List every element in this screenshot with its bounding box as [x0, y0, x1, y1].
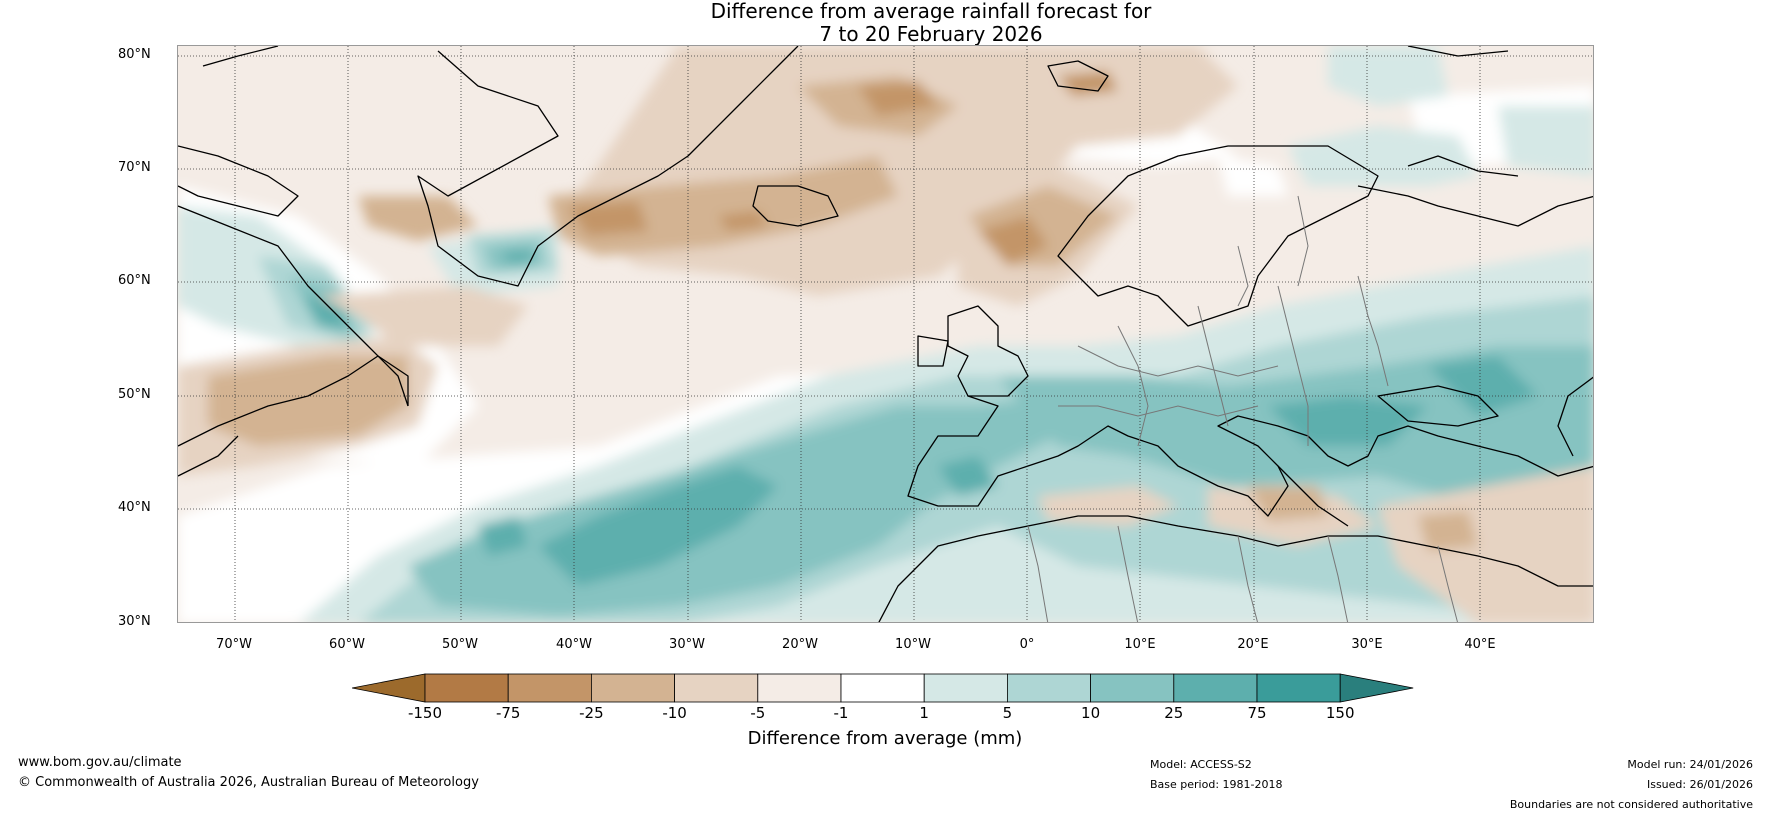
- lon-label-0: 0°: [1019, 637, 1035, 652]
- lon-label-30e: 30°E: [1351, 637, 1383, 652]
- colorbar-extend-low: [352, 673, 426, 703]
- lat-label-30n: 30°N: [118, 614, 151, 629]
- colorbar-cell: [1256, 673, 1341, 703]
- colorbar-cell: [1090, 673, 1175, 703]
- lon-label-10e: 10°E: [1124, 637, 1156, 652]
- website-link[interactable]: www.bom.gov.au/climate: [18, 755, 182, 770]
- copyright-text: © Commonwealth of Australia 2026, Austra…: [18, 775, 479, 790]
- colorbar-cell: [507, 673, 592, 703]
- lon-label-50w: 50°W: [442, 637, 478, 652]
- coastlines: [178, 46, 1593, 622]
- colorbar-cell: [674, 673, 759, 703]
- colorbar-tick-label: -1: [833, 704, 849, 722]
- model-run-date: Model run: 24/01/2026: [1627, 758, 1753, 771]
- colorbar-title: Difference from average (mm): [747, 728, 1023, 749]
- lon-label-20w: 20°W: [782, 637, 818, 652]
- lat-label-50n: 50°N: [118, 387, 151, 402]
- colorbar-cell: [757, 673, 842, 703]
- colorbar-extend-high: [1339, 673, 1414, 703]
- colorbar-cell: [590, 673, 675, 703]
- lat-label-40n: 40°N: [118, 500, 151, 515]
- lon-label-40w: 40°W: [556, 637, 592, 652]
- colorbar-tick-label: 25: [1164, 704, 1184, 722]
- lon-label-30w: 30°W: [669, 637, 705, 652]
- colorbar-tick-label: -5: [750, 704, 766, 722]
- model-name: Model: ACCESS-S2: [1150, 758, 1252, 771]
- colorbar-tick-label: -75: [495, 704, 521, 722]
- colorbar-cell: [840, 673, 925, 703]
- country-boundaries: [1027, 195, 1458, 622]
- colorbar-cell: [1173, 673, 1258, 703]
- lat-label-60n: 60°N: [118, 273, 151, 288]
- colorbar-tick-label: 5: [1002, 704, 1013, 722]
- graticule: [178, 46, 1593, 622]
- colorbar-tick-label: 1: [919, 704, 929, 722]
- lon-label-10w: 10°W: [895, 637, 931, 652]
- colorbar: [352, 673, 1414, 703]
- lat-label-70n: 70°N: [118, 160, 151, 175]
- map-title-line2: 7 to 20 February 2026: [819, 22, 1043, 46]
- colorbar-tick-label: 10: [1081, 704, 1101, 722]
- colorbar-tick-label: 75: [1247, 704, 1267, 722]
- rainfall-map: [177, 45, 1594, 623]
- lon-label-60w: 60°W: [329, 637, 365, 652]
- colorbar-tick-label: -25: [579, 704, 604, 722]
- colorbar-cell: [923, 673, 1008, 703]
- colorbar-cell: [424, 673, 509, 703]
- lon-label-40e: 40°E: [1464, 637, 1496, 652]
- map-title-line1: Difference from average rainfall forecas…: [710, 0, 1152, 23]
- lat-label-80n: 80°N: [118, 47, 151, 62]
- lon-label-70w: 70°W: [216, 637, 252, 652]
- boundaries-disclaimer: Boundaries are not considered authoritat…: [1509, 798, 1753, 811]
- anomaly-fill: [178, 46, 1593, 622]
- base-period: Base period: 1981-2018: [1150, 778, 1283, 791]
- colorbar-tick-label: -10: [662, 704, 687, 722]
- colorbar-tick-label: 150: [1325, 704, 1355, 722]
- colorbar-cell: [1007, 673, 1092, 703]
- lon-label-20e: 20°E: [1237, 637, 1269, 652]
- colorbar-tick-label: -150: [407, 704, 443, 722]
- issued-date: Issued: 26/01/2026: [1646, 778, 1753, 791]
